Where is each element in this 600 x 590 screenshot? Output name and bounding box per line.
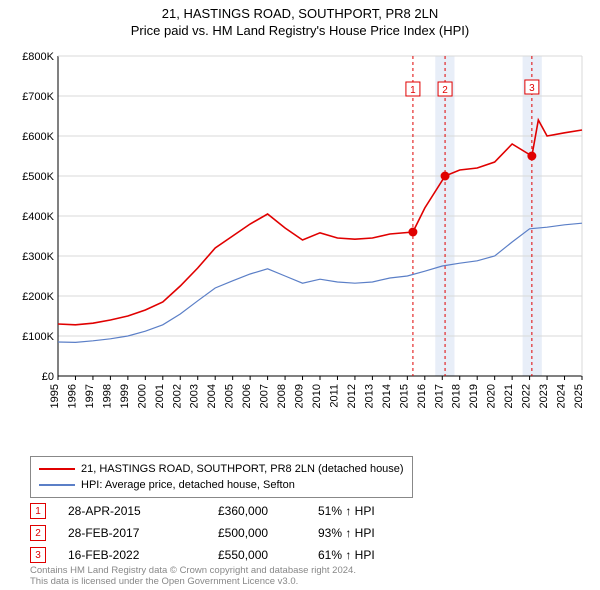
- sale-marker: 1: [30, 503, 46, 519]
- legend-item: 21, HASTINGS ROAD, SOUTHPORT, PR8 2LN (d…: [39, 461, 404, 477]
- svg-text:2000: 2000: [136, 384, 148, 408]
- sale-price: £360,000: [218, 504, 318, 518]
- svg-text:2009: 2009: [294, 384, 306, 408]
- sale-marker: 2: [30, 525, 46, 541]
- sale-price: £500,000: [218, 526, 318, 540]
- svg-text:2022: 2022: [521, 384, 533, 408]
- svg-text:£600K: £600K: [22, 131, 54, 143]
- footer-attribution: Contains HM Land Registry data © Crown c…: [30, 566, 356, 588]
- sale-date: 28-APR-2015: [68, 504, 218, 518]
- legend-swatch: [39, 484, 75, 486]
- svg-text:1999: 1999: [119, 384, 131, 408]
- svg-text:2014: 2014: [381, 384, 393, 408]
- svg-text:2003: 2003: [189, 384, 201, 408]
- svg-text:2002: 2002: [171, 384, 183, 408]
- svg-text:3: 3: [529, 83, 535, 94]
- svg-text:£200K: £200K: [22, 291, 54, 303]
- svg-text:2007: 2007: [259, 384, 271, 408]
- svg-text:1998: 1998: [101, 384, 113, 408]
- svg-text:£0: £0: [42, 371, 54, 383]
- svg-text:1997: 1997: [84, 384, 96, 408]
- svg-text:2020: 2020: [486, 384, 498, 408]
- svg-text:2010: 2010: [311, 384, 323, 408]
- svg-text:2006: 2006: [241, 384, 253, 408]
- svg-text:1995: 1995: [49, 384, 61, 408]
- svg-text:2021: 2021: [503, 384, 515, 408]
- legend-swatch: [39, 468, 75, 470]
- chart-titles: 21, HASTINGS ROAD, SOUTHPORT, PR8 2LN Pr…: [0, 0, 600, 38]
- sale-pct: 51% ↑ HPI: [318, 504, 438, 518]
- svg-text:£500K: £500K: [22, 171, 54, 183]
- chart-svg: £0 £100K £200K £300K £400K £500K £600K £700K £80…: [10, 48, 590, 448]
- svg-text:2004: 2004: [206, 384, 218, 408]
- sale-pct: 93% ↑ HPI: [318, 526, 438, 540]
- svg-text:2018: 2018: [451, 384, 463, 408]
- footer-line2: This data is licensed under the Open Gov…: [30, 577, 356, 588]
- title-subtitle: Price paid vs. HM Land Registry's House …: [0, 23, 600, 38]
- chart-area: £0 £100K £200K £300K £400K £500K £600K £700K £80…: [10, 48, 590, 448]
- svg-text:2011: 2011: [328, 384, 340, 408]
- svg-text:2016: 2016: [416, 384, 428, 408]
- svg-text:2025: 2025: [573, 384, 585, 408]
- title-address: 21, HASTINGS ROAD, SOUTHPORT, PR8 2LN: [0, 6, 600, 21]
- svg-text:2: 2: [442, 85, 448, 96]
- svg-text:2005: 2005: [224, 384, 236, 408]
- svg-text:£800K: £800K: [22, 51, 54, 63]
- sale-date: 16-FEB-2022: [68, 548, 218, 562]
- sale-row: 2 28-FEB-2017£500,00093% ↑ HPI: [30, 522, 438, 544]
- legend-item: HPI: Average price, detached house, Seft…: [39, 477, 404, 493]
- svg-text:£100K: £100K: [22, 331, 54, 343]
- sale-row: 3 16-FEB-2022£550,00061% ↑ HPI: [30, 544, 438, 566]
- legend: 21, HASTINGS ROAD, SOUTHPORT, PR8 2LN (d…: [30, 456, 413, 498]
- svg-text:2001: 2001: [154, 384, 166, 408]
- sale-price: £550,000: [218, 548, 318, 562]
- sale-date: 28-FEB-2017: [68, 526, 218, 540]
- svg-text:2019: 2019: [468, 384, 480, 408]
- sale-marker: 3: [30, 547, 46, 563]
- sale-row: 1 28-APR-2015£360,00051% ↑ HPI: [30, 500, 438, 522]
- svg-text:£300K: £300K: [22, 251, 54, 263]
- svg-text:1: 1: [410, 85, 416, 96]
- svg-text:2015: 2015: [398, 384, 410, 408]
- legend-label: 21, HASTINGS ROAD, SOUTHPORT, PR8 2LN (d…: [81, 463, 404, 475]
- svg-text:£700K: £700K: [22, 91, 54, 103]
- svg-text:2013: 2013: [363, 384, 375, 408]
- sales-table: 1 28-APR-2015£360,00051% ↑ HPI 2 28-FEB-201…: [30, 500, 438, 566]
- svg-text:1996: 1996: [66, 384, 78, 408]
- svg-text:2023: 2023: [538, 384, 550, 408]
- svg-text:2017: 2017: [433, 384, 445, 408]
- svg-text:2024: 2024: [556, 384, 568, 408]
- legend-label: HPI: Average price, detached house, Seft…: [81, 479, 295, 491]
- svg-text:2012: 2012: [346, 384, 358, 408]
- sale-pct: 61% ↑ HPI: [318, 548, 438, 562]
- svg-text:£400K: £400K: [22, 211, 54, 223]
- svg-text:2008: 2008: [276, 384, 288, 408]
